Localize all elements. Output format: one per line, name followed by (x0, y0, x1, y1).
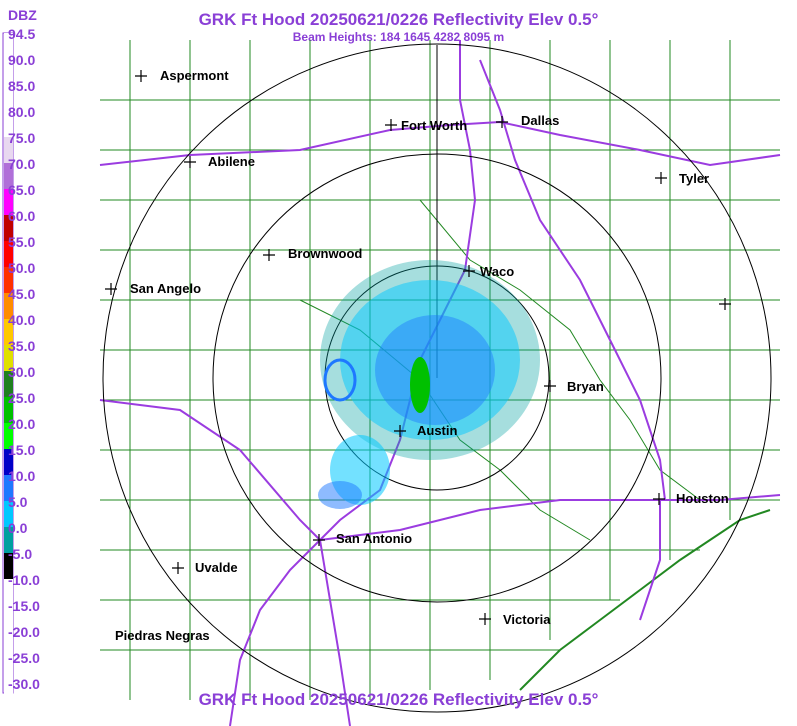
legend-swatch (4, 241, 13, 267)
legend-swatch (4, 605, 13, 631)
legend-tick-label: 90.0 (8, 52, 35, 68)
legend-tick-label: 15.0 (8, 442, 35, 458)
legend-tick-label: 20.0 (8, 416, 35, 432)
legend-tick-label: 80.0 (8, 104, 35, 120)
legend-tick-label: 85.0 (8, 78, 35, 94)
legend-swatch (4, 319, 13, 345)
city-label-houston: Houston (676, 491, 729, 506)
legend-tick-label: 30.0 (8, 364, 35, 380)
legend-swatch (4, 527, 13, 553)
legend-tick-label: 75.0 (8, 130, 35, 146)
legend-tick-label: 50.0 (8, 260, 35, 276)
city-label-piedras-negras: Piedras Negras (115, 628, 210, 643)
city-labels: Aspermont Fort Worth Dallas Abilene Tyle… (115, 68, 729, 643)
city-label-victoria: Victoria (503, 612, 551, 627)
legend-swatch (4, 59, 13, 85)
legend-unit: DBZ (8, 7, 37, 23)
legend-tick-label: -30.0 (8, 676, 40, 692)
legend-swatch (4, 293, 13, 319)
city-label-brownwood: Brownwood (288, 246, 362, 261)
legend-tick-label: 5.0 (8, 494, 28, 510)
legend-tick-label: 10.0 (8, 468, 35, 484)
legend-swatch (4, 85, 13, 111)
map-title-bottom: GRK Ft Hood 20250621/0226 Reflectivity E… (198, 690, 599, 709)
legend-tick-label: 60.0 (8, 208, 35, 224)
legend-swatch (4, 501, 13, 527)
dbz-color-legend: DBZ 94.5 90.0 85.0 80.0 75.0 70.0 65.0 60.0 55.0… (2, 7, 40, 709)
legend-tick-label: 40.0 (8, 312, 35, 328)
legend-tick-label: 45.0 (8, 286, 35, 302)
legend-swatch (4, 397, 13, 423)
legend-swatch (4, 475, 13, 501)
legend-swatch (4, 33, 13, 59)
map-title: GRK Ft Hood 20250621/0226 Reflectivity E… (198, 10, 599, 29)
legend-tick-label: 55.0 (8, 234, 35, 250)
city-label-uvalde: Uvalde (195, 560, 238, 575)
legend-tick-label: 65.0 (8, 182, 35, 198)
beam-heights-subtitle: Beam Heights: 184 1645 4282 8095 m (292, 30, 505, 44)
legend-swatch (4, 345, 13, 371)
legend-swatch (4, 553, 13, 579)
legend-swatch (4, 657, 13, 683)
city-label-abilene: Abilene (208, 154, 255, 169)
legend-swatch (4, 267, 13, 293)
city-label-aspermont: Aspermont (160, 68, 229, 83)
legend-swatch (4, 215, 13, 241)
city-markers (105, 70, 731, 625)
legend-tick-label: 70.0 (8, 156, 35, 172)
legend-swatch (4, 579, 13, 605)
legend-tick-label: -5.0 (8, 546, 32, 562)
city-label-waco: Waco (480, 264, 514, 279)
legend-swatch (4, 449, 13, 475)
legend-tick-label: -20.0 (8, 624, 40, 640)
legend-swatch (4, 137, 13, 163)
reflectivity-echo (318, 260, 540, 509)
legend-swatch (4, 683, 13, 709)
city-label-fort-worth: Fort Worth (401, 118, 467, 133)
legend-swatch (4, 111, 13, 137)
legend-swatch (4, 163, 13, 189)
legend-tick-label: -25.0 (8, 650, 40, 666)
legend-swatch (4, 371, 13, 397)
city-label-san-angelo: San Angelo (130, 281, 201, 296)
legend-tick-label: 35.0 (8, 338, 35, 354)
city-label-bryan: Bryan (567, 379, 604, 394)
city-label-san-antonio: San Antonio (336, 531, 412, 546)
city-label-austin: Austin (417, 423, 458, 438)
legend-swatch (4, 423, 13, 449)
legend-swatch (4, 631, 13, 657)
city-label-tyler: Tyler (679, 171, 709, 186)
legend-tick-label: 0.0 (8, 520, 28, 536)
legend-tick-label: -15.0 (8, 598, 40, 614)
legend-tick-label: 25.0 (8, 390, 35, 406)
coastline (519, 509, 771, 691)
city-label-dallas: Dallas (521, 113, 559, 128)
legend-tick-label: 94.5 (8, 26, 35, 42)
legend-swatch (4, 189, 13, 215)
legend-tick-label: -10.0 (8, 572, 40, 588)
